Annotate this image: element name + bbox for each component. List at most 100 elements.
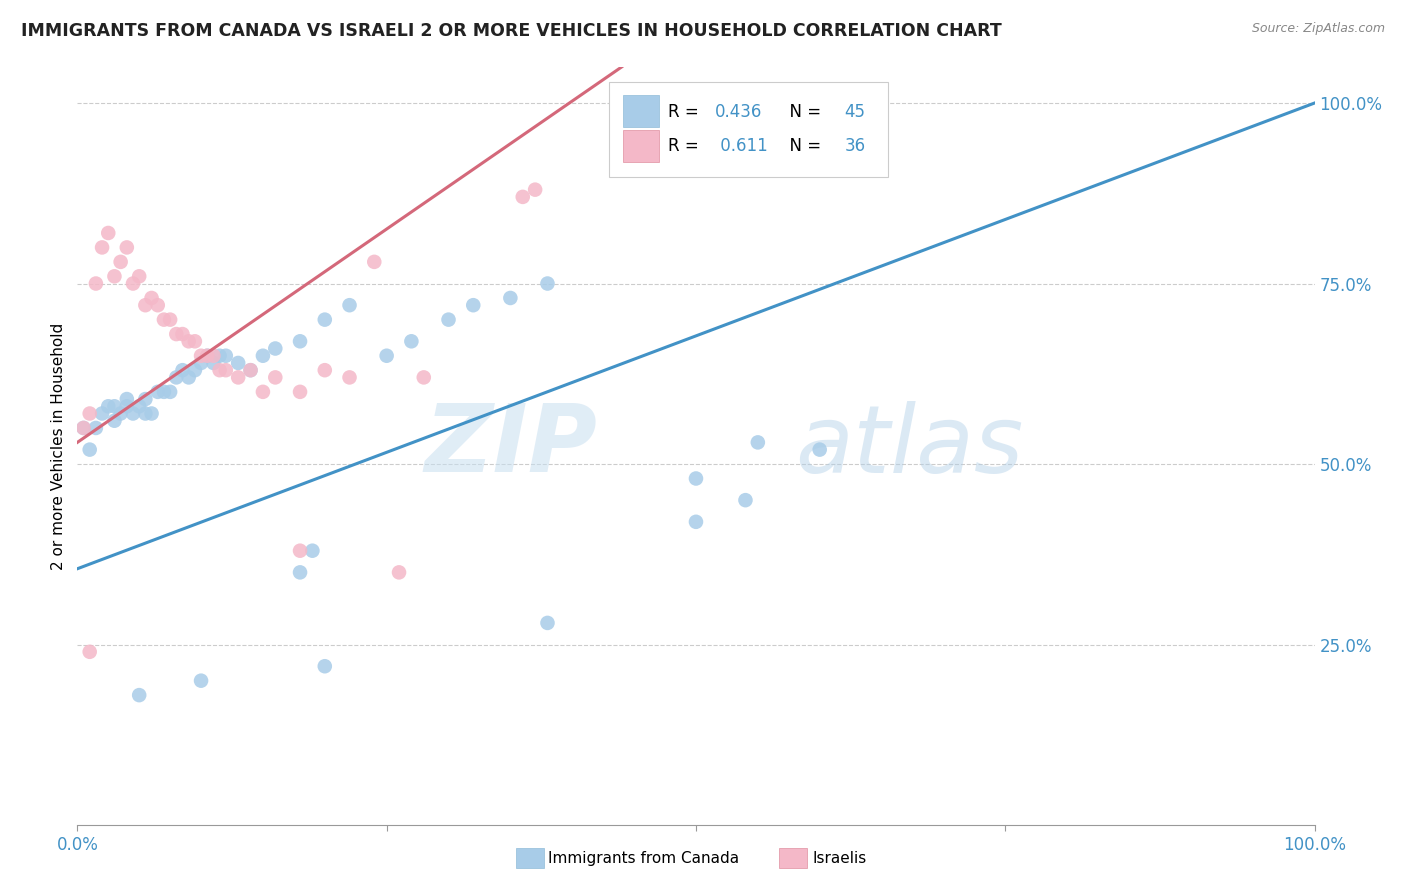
Point [128,269,150,284]
Point [141,407,163,421]
Point [115,392,138,406]
Point [153,312,176,326]
Point [734,493,756,508]
Point [159,312,181,326]
Point [103,399,125,413]
Point [401,334,423,349]
Point [184,363,207,377]
Point [141,291,163,305]
Point [110,407,132,421]
Point [91,240,114,254]
Point [288,566,311,580]
Point [110,255,132,269]
Point [264,342,287,356]
Point [301,543,323,558]
Point [288,543,311,558]
Point [288,334,311,349]
Point [512,190,534,204]
Point [190,356,212,370]
Point [79,407,101,421]
Point [264,370,287,384]
Point [146,298,169,312]
Point [165,327,187,342]
Point [153,384,176,399]
Point [177,334,200,349]
Point [91,407,114,421]
Point [808,442,831,457]
Point [314,312,336,326]
FancyBboxPatch shape [623,95,659,127]
Text: 0.611: 0.611 [714,137,768,155]
Text: 45: 45 [845,103,866,120]
Point [363,255,385,269]
Point [685,515,707,529]
Point [122,277,145,291]
Point [524,183,547,197]
Point [202,349,225,363]
Point [208,363,231,377]
Point [190,673,212,688]
Point [215,363,238,377]
Point [79,442,101,457]
Text: Immigrants from Canada: Immigrants from Canada [548,851,740,865]
Text: ZIP: ZIP [425,400,598,492]
Point [339,298,361,312]
Point [103,269,125,284]
FancyBboxPatch shape [623,130,659,161]
Point [115,399,138,413]
Point [195,349,218,363]
Point [128,688,150,702]
Point [536,277,558,291]
Point [72,421,94,435]
Point [195,349,218,363]
Point [215,349,238,363]
Point [226,370,249,384]
Point [97,399,120,413]
Point [84,277,107,291]
Point [190,349,212,363]
Point [202,356,225,370]
Point [252,349,274,363]
Point [412,370,434,384]
Text: Israelis: Israelis [813,851,868,865]
Point [499,291,522,305]
Point [128,399,150,413]
Point [172,363,194,377]
Point [226,356,249,370]
Point [339,370,361,384]
Text: atlas: atlas [794,401,1024,491]
Point [239,363,262,377]
Text: 36: 36 [845,137,866,155]
Text: R =: R = [668,137,703,155]
Text: Source: ZipAtlas.com: Source: ZipAtlas.com [1251,22,1385,36]
Point [314,363,336,377]
Point [463,298,485,312]
Point [134,298,156,312]
Point [115,240,138,254]
Point [239,363,262,377]
Point [184,334,207,349]
Point [134,392,156,406]
Point [165,370,187,384]
Point [536,615,558,630]
Text: 0.436: 0.436 [714,103,762,120]
Point [177,370,200,384]
Point [375,349,398,363]
Text: N =: N = [779,137,827,155]
Point [388,566,411,580]
Point [103,414,125,428]
Point [134,407,156,421]
Point [747,435,769,450]
Point [159,384,181,399]
Text: N =: N = [779,103,827,120]
Point [84,421,107,435]
Point [437,312,460,326]
Point [252,384,274,399]
FancyBboxPatch shape [609,82,887,177]
Point [122,407,145,421]
Point [172,327,194,342]
Point [97,226,120,240]
Y-axis label: 2 or more Vehicles in Household: 2 or more Vehicles in Household [51,322,66,570]
Point [79,645,101,659]
Point [146,384,169,399]
